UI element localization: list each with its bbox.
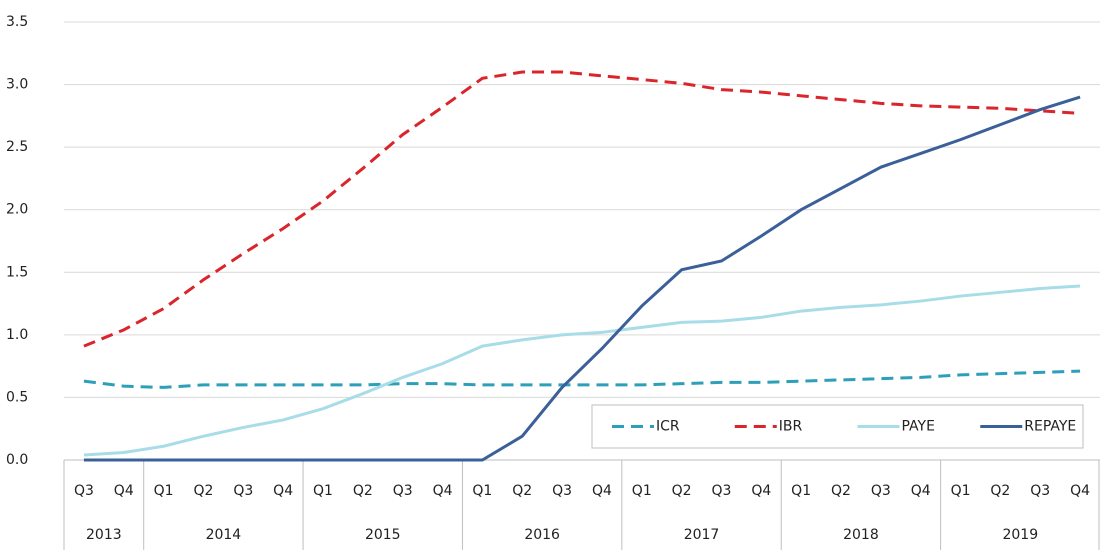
legend: ICR IBR PAYE REPAYE bbox=[591, 404, 1084, 449]
legend-label: IBR bbox=[779, 419, 803, 435]
x-tick-label: Q3 bbox=[711, 483, 731, 499]
y-tick-label: 3.5 bbox=[6, 14, 28, 30]
x-tick-label: Q4 bbox=[592, 483, 612, 499]
x-group-label: 2014 bbox=[206, 527, 242, 543]
series-line bbox=[83, 95, 1081, 462]
x-tick-label: Q1 bbox=[154, 483, 174, 499]
legend-label: PAYE bbox=[902, 419, 935, 435]
x-tick-label: Q4 bbox=[751, 483, 771, 499]
x-group-label: 2017 bbox=[684, 527, 720, 543]
x-tick-label: Q4 bbox=[911, 483, 931, 499]
x-tick-label: Q1 bbox=[313, 483, 333, 499]
x-tick-label: Q2 bbox=[512, 483, 532, 499]
series-line bbox=[83, 369, 1081, 389]
y-tick-label: 0.5 bbox=[6, 389, 28, 405]
x-tick-label: Q4 bbox=[273, 483, 293, 499]
x-tick-label: Q4 bbox=[1070, 483, 1090, 499]
x-tick-label: Q4 bbox=[114, 483, 134, 499]
series-line bbox=[83, 70, 1081, 348]
x-tick-label: Q3 bbox=[871, 483, 891, 499]
x-tick-label: Q3 bbox=[393, 483, 413, 499]
x-tick-label: Q1 bbox=[791, 483, 811, 499]
x-tick-label: Q3 bbox=[74, 483, 94, 499]
legend-label: ICR bbox=[656, 419, 680, 435]
y-tick-label: 0.0 bbox=[6, 452, 28, 468]
x-group-label: 2019 bbox=[1002, 527, 1038, 543]
x-group-label: 2013 bbox=[86, 527, 122, 543]
x-tick-label: Q2 bbox=[990, 483, 1010, 499]
x-tick-label: Q4 bbox=[433, 483, 453, 499]
series-line bbox=[83, 284, 1081, 457]
x-tick-label: Q2 bbox=[353, 483, 373, 499]
x-tick-label: Q1 bbox=[472, 483, 492, 499]
x-tick-label: Q1 bbox=[632, 483, 652, 499]
x-tick-label: Q3 bbox=[1030, 483, 1050, 499]
y-tick-label: 1.0 bbox=[6, 327, 28, 343]
y-tick-label: 2.0 bbox=[6, 202, 28, 218]
x-tick-label: Q2 bbox=[831, 483, 851, 499]
legend-label: REPAYE bbox=[1024, 419, 1076, 435]
x-group-label: 2015 bbox=[365, 527, 401, 543]
x-group-label: 2018 bbox=[843, 527, 879, 543]
y-tick-label: 2.5 bbox=[6, 139, 28, 155]
y-tick-label: 3.0 bbox=[6, 77, 28, 93]
y-tick-label: 1.5 bbox=[6, 264, 28, 280]
x-tick-label: Q2 bbox=[672, 483, 692, 499]
x-tick-label: Q3 bbox=[552, 483, 572, 499]
x-tick-label: Q3 bbox=[233, 483, 253, 499]
x-tick-label: Q1 bbox=[951, 483, 971, 499]
x-tick-label: Q2 bbox=[193, 483, 213, 499]
x-group-label: 2016 bbox=[524, 527, 560, 543]
